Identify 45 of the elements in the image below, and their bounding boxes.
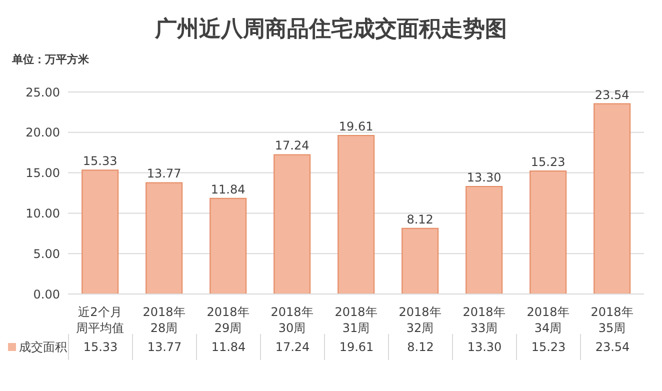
x-tick-label: 2018年29周 (206, 304, 250, 336)
bar (210, 198, 247, 294)
text: 15.23 (530, 154, 566, 169)
bar (146, 182, 183, 294)
bar (466, 186, 503, 294)
data-label: 23.54 (580, 334, 644, 360)
bar (402, 228, 439, 294)
x-tick-label: 2018年32周 (398, 304, 442, 336)
data-label: 13.77 (132, 334, 196, 360)
y-tick-label: 15.00 (26, 166, 60, 180)
bar (530, 170, 567, 294)
y-tick-label: 25.00 (26, 85, 60, 100)
data-label: 11.84 (196, 334, 260, 360)
x-tick-label: 近2个月周平均值 (75, 304, 125, 336)
data-label: 19.61 (324, 334, 388, 360)
y-tick-label: 10.00 (26, 206, 60, 220)
bar (338, 135, 375, 294)
data-label: 13.30 (452, 334, 516, 360)
x-tick-label: 2018年34周 (526, 304, 570, 336)
data-label: 15.23 (516, 334, 580, 360)
data-label: 8.12 (388, 334, 452, 360)
data-label: 17.24 (260, 334, 324, 360)
x-tick-label: 2018年28周 (142, 304, 186, 336)
text: 15.33 (82, 154, 118, 168)
x-tick-label: 2018年35周 (590, 304, 634, 336)
legend-label: 成交面积 (19, 338, 67, 356)
x-tick-label: 2018年31周 (334, 304, 378, 336)
text: 13.30 (466, 170, 502, 185)
bar (274, 154, 311, 294)
x-tick-label: 2018年30周 (270, 304, 314, 336)
y-tick-label: 5.00 (33, 246, 60, 261)
text: 13.77 (146, 166, 182, 181)
bar (594, 103, 631, 294)
y-tick-label: 20.00 (26, 126, 60, 140)
text: 8.12 (406, 212, 434, 226)
x-tick-label: 2018年33周 (462, 304, 506, 336)
bar (82, 170, 119, 294)
y-axis-title: 单位：万平方米 (11, 52, 90, 68)
chart-title: 广州近八周商品住宅成交面积走势图 (154, 15, 508, 44)
text: 19.61 (338, 120, 374, 134)
text: 17.24 (274, 138, 310, 153)
data-label: 15.33 (68, 334, 132, 360)
text: 23.54 (594, 88, 630, 102)
text: 11.84 (210, 182, 246, 196)
y-tick-label: 0.00 (33, 287, 60, 302)
